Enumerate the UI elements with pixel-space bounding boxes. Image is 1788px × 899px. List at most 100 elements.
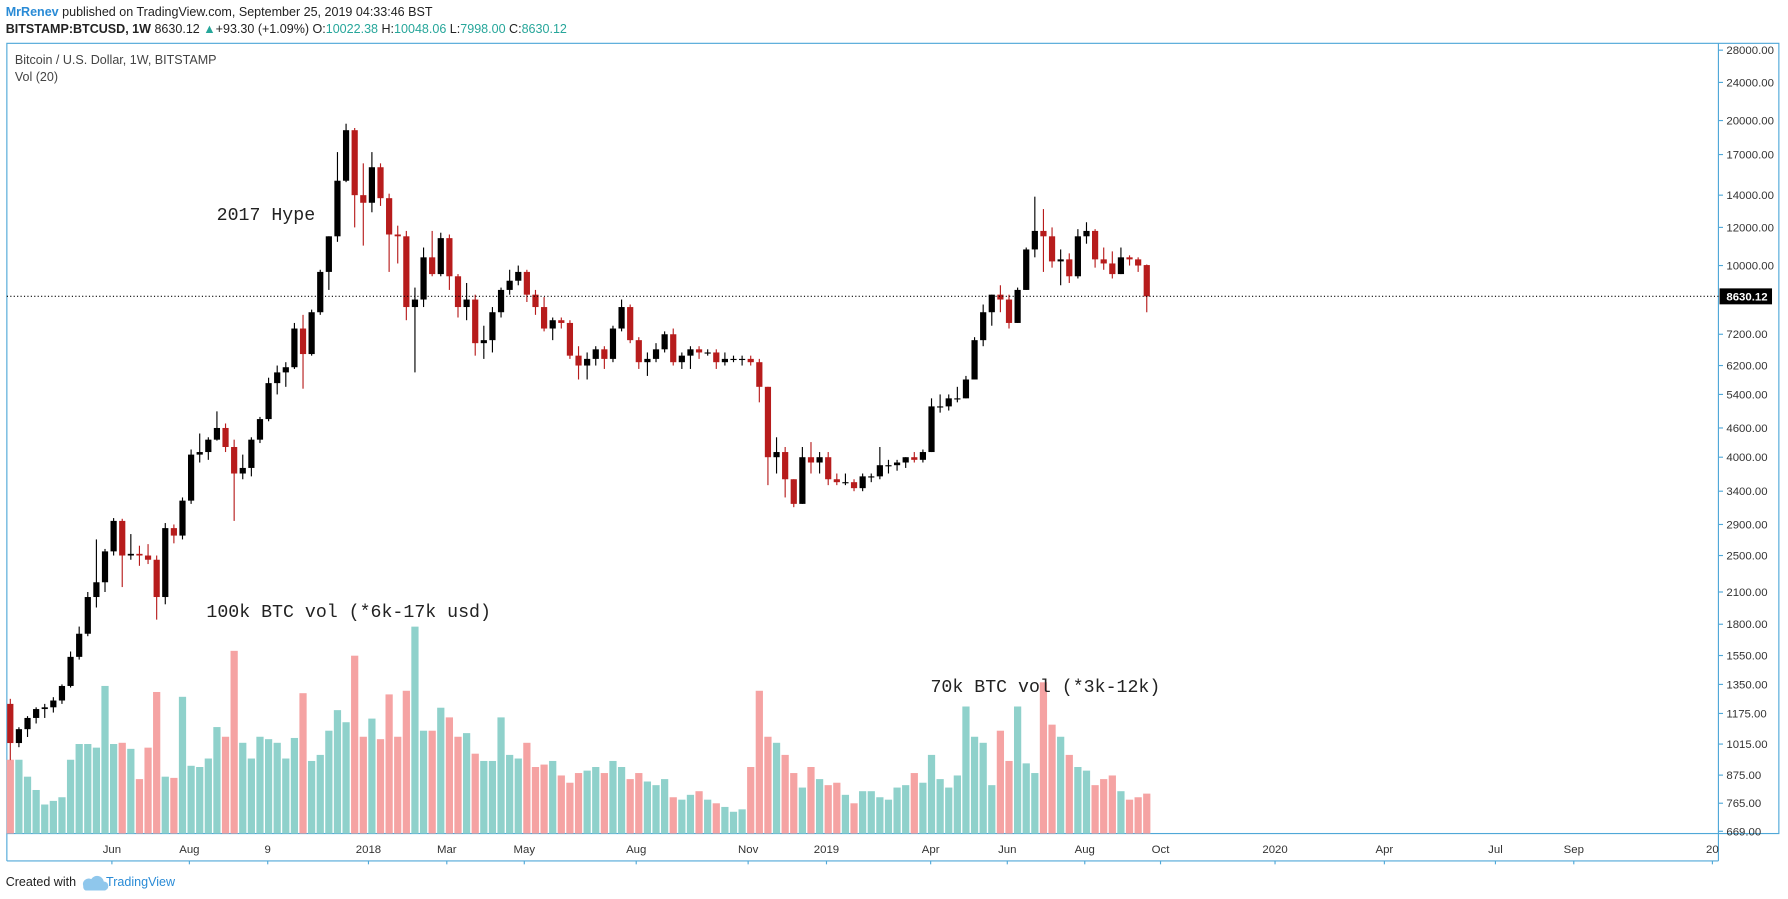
volume-bar [893,787,901,834]
candle-body [368,167,376,203]
y-tick-label: 875.00 [1726,770,1761,782]
volume-bar [1143,793,1151,834]
volume-bar [437,707,445,834]
volume-bar [566,782,574,834]
x-tick-label: Sep [1564,844,1584,856]
candles [7,123,1150,761]
y-tick-label: 7200.00 [1726,329,1767,341]
volume-bar [523,742,531,834]
candle-body [893,462,901,466]
volume-bar [738,809,746,834]
volume-bar [996,730,1005,834]
last-price: 8630.12 [154,22,199,36]
volume-bar [144,747,152,834]
volume-bar [1082,770,1091,834]
x-tick-label: Oct [1152,844,1171,856]
candle-body [472,299,479,344]
volume-bar [497,717,505,834]
footer-brand[interactable]: TradingView [106,875,176,889]
volume-bar [678,799,686,834]
y-tick-label: 28000.00 [1726,45,1774,57]
candle-body [1014,289,1021,323]
volume-bar [764,736,772,834]
candle-body [558,320,565,323]
volume-bar [574,773,583,834]
candle-body [308,312,315,355]
candle-body [1109,263,1116,275]
volume-bar [953,775,961,834]
l-value: 7998.00 [460,22,505,36]
x-tick-label: May [514,844,536,856]
y-tick-label: 14000.00 [1726,190,1774,202]
volume-bar [833,782,841,834]
candle-body [876,465,883,477]
volume-bar [1057,736,1065,834]
y-tick-label: 6200.00 [1726,361,1767,373]
candle-body [816,457,823,463]
candle-body [739,358,746,361]
volume-bar [411,626,419,834]
volume-bar [23,776,32,834]
x-tick-label: 9 [265,844,271,856]
candle-body [799,457,806,504]
candle-body [282,367,289,373]
candle-body [1005,299,1013,323]
candle-body [721,358,728,363]
published: published on TradingView.com, September … [62,5,433,19]
volume-bar [936,779,944,834]
volume-bar [704,799,712,834]
volume-bar [1031,773,1039,834]
x-tick-label: Aug [626,844,646,856]
volume-bar [695,791,703,834]
candle-body [911,457,918,460]
volume-bar [1065,754,1073,834]
candle-body [342,130,350,181]
volume-bar [755,690,763,834]
y-tick-label: 12000.00 [1726,222,1774,234]
volume-bar [686,794,695,834]
volume-bar [1091,785,1099,834]
x-tick-label: Aug [1075,844,1095,856]
candle-body [695,349,703,353]
candle-body [231,447,238,474]
x-tick-label: Apr [1376,844,1394,856]
candle-body [58,685,66,701]
volume-bar [58,797,66,834]
volume-bar [161,776,169,834]
candle-body [997,294,1004,300]
candle-body [833,479,840,483]
volume-bar [1013,706,1022,834]
volume-bar [962,706,970,834]
volume-bar [927,754,936,834]
candle-body [592,349,599,359]
candle-body [1117,257,1125,275]
candle-body [928,406,935,453]
volume-bar [402,690,410,834]
candle-body [842,482,849,484]
candle-body [24,717,31,730]
x-tick-label: Jul [1488,844,1503,856]
volume-bar [841,794,850,834]
last-price-label: 8630.12 [1726,291,1767,303]
candle-body [489,312,496,341]
tradingview-logo[interactable] [82,875,109,891]
x-tick-label: 2018 [356,844,381,856]
candle-body [325,236,332,272]
candle-body [1091,230,1099,260]
candle-body [403,236,410,308]
volume-bar [514,758,522,834]
candle-body [601,349,608,359]
y-tick-label: 669.00 [1726,826,1761,838]
volume-bar [368,718,376,834]
candle-body [1057,259,1064,262]
volume-bar [6,759,14,834]
volume-bar [84,744,92,834]
candle-body [566,322,574,356]
volume-bar [850,803,858,834]
x-tick-label: Nov [738,844,759,856]
y-tick-label: 2100.00 [1726,587,1767,599]
author[interactable]: MrRenev [6,5,59,19]
candle-body [756,362,763,387]
c-value: 8630.12 [522,22,567,36]
